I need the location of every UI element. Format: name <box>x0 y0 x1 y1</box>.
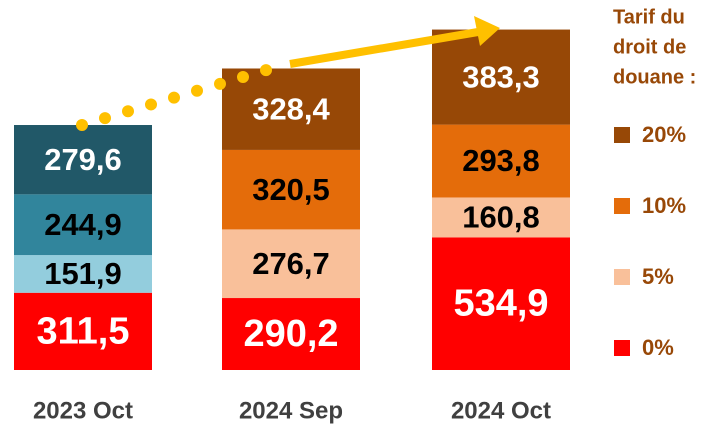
value-label: 383,3 <box>462 59 540 94</box>
value-label: 151,9 <box>44 256 122 291</box>
bar-segment <box>432 29 570 125</box>
legend-title: Tarif du <box>613 6 685 28</box>
bar-segment <box>14 292 152 370</box>
x-tick-label: 2024 Oct <box>451 397 551 424</box>
legend-label: 5% <box>642 264 674 289</box>
value-label: 328,4 <box>252 91 330 126</box>
legend-label: 0% <box>642 335 674 360</box>
bar-segment <box>432 124 570 198</box>
legend-title: droit de <box>613 36 686 58</box>
bar-segment <box>222 229 360 299</box>
value-label: 293,8 <box>462 143 540 178</box>
trend-arrow <box>76 16 500 131</box>
legend-title: douane : <box>613 66 696 88</box>
x-tick-label: 2023 Oct <box>33 397 133 424</box>
value-label: 534,9 <box>453 283 548 325</box>
value-label: 244,9 <box>44 207 122 242</box>
bar-segment <box>222 298 360 370</box>
bar-segment <box>14 194 152 256</box>
value-label: 276,7 <box>252 246 330 281</box>
value-label: 160,8 <box>462 200 540 235</box>
value-label: 290,2 <box>243 313 338 355</box>
value-label: 311,5 <box>37 310 130 352</box>
value-label: 279,6 <box>44 142 122 177</box>
bar-segment <box>432 237 570 370</box>
legend-swatch <box>614 269 630 285</box>
value-label: 320,5 <box>252 172 330 207</box>
legend-label: 10% <box>642 193 686 218</box>
x-tick-label: 2024 Sep <box>239 397 343 424</box>
bar-segment <box>222 149 360 230</box>
legend-swatch <box>614 127 630 143</box>
bar-segment <box>432 197 570 238</box>
bar-segment <box>14 125 152 195</box>
legend-swatch <box>614 340 630 356</box>
bar-segment <box>14 255 152 293</box>
legend-swatch <box>614 198 630 214</box>
legend-label: 20% <box>642 122 686 147</box>
